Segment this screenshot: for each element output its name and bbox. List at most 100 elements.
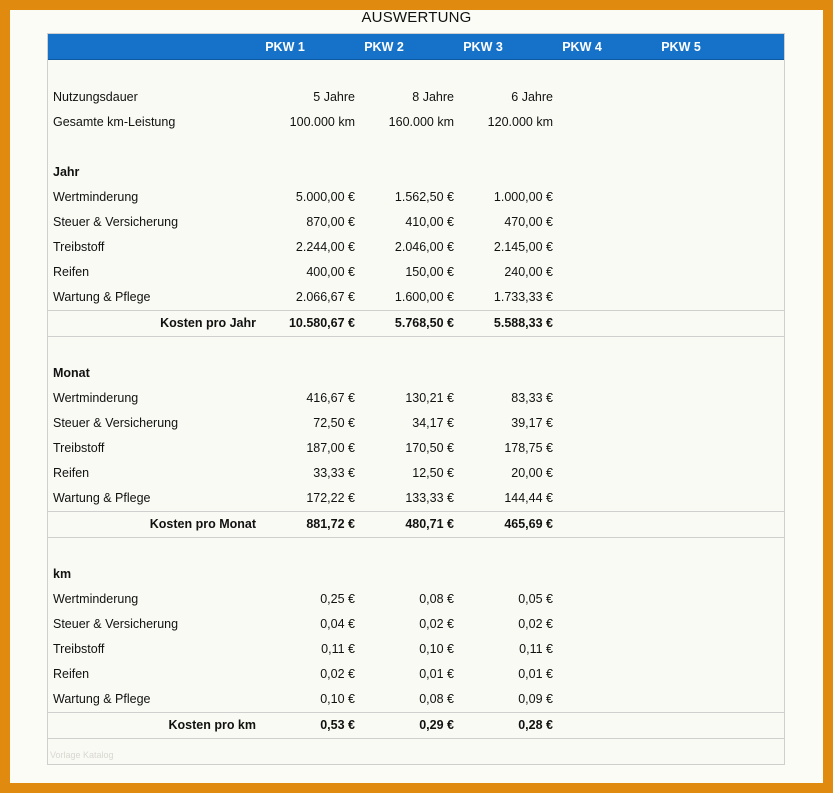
cell-pkw-2: 0,08 € — [419, 692, 454, 706]
row-label: Wartung & Pflege — [53, 491, 151, 505]
cell-pkw-2: 0,08 € — [419, 592, 454, 606]
total-pkw-3: 0,28 € — [518, 718, 553, 732]
cell-pkw-1: 72,50 € — [313, 416, 355, 430]
row-label: Gesamte km-Leistung — [53, 115, 176, 129]
total-pkw-1: 881,72 € — [306, 517, 355, 531]
total-pkw-2: 5.768,50 € — [394, 316, 454, 330]
total-pkw-2: 480,71 € — [405, 517, 454, 531]
cell-pkw-3: 120.000 km — [487, 115, 553, 129]
cell-pkw-3: 240,00 € — [504, 265, 553, 279]
row-label: Treibstoff — [53, 240, 105, 254]
row-label: Nutzungsdauer — [53, 90, 138, 104]
column-header-pkw-4: PKW 4 — [562, 40, 602, 54]
cell-pkw-2: 34,17 € — [412, 416, 454, 430]
cell-pkw-3: 0,01 € — [518, 667, 553, 681]
section-heading: Monat — [53, 366, 90, 380]
cell-pkw-2: 2.046,00 € — [394, 240, 454, 254]
cell-pkw-3: 1.000,00 € — [493, 190, 553, 204]
cell-pkw-1: 416,67 € — [306, 391, 355, 405]
column-header-pkw-2: PKW 2 — [364, 40, 404, 54]
cell-pkw-3: 0,11 € — [519, 642, 553, 656]
cell-pkw-1: 870,00 € — [306, 215, 355, 229]
cell-pkw-2: 160.000 km — [388, 115, 454, 129]
table-header: PKW 1 PKW 2 PKW 3 PKW 4 PKW 5 — [48, 34, 784, 60]
row-label: Steuer & Versicherung — [53, 215, 179, 229]
table-row: Steuer & Versicherung 72,50 € 34,17 € 39… — [48, 411, 784, 436]
row-label: Wertminderung — [53, 592, 139, 606]
table-row: Reifen 33,33 € 12,50 € 20,00 € — [48, 461, 784, 486]
total-label: Kosten pro Monat — [149, 517, 256, 531]
cell-pkw-1: 400,00 € — [306, 265, 355, 279]
column-header-pkw-1: PKW 1 — [265, 40, 305, 54]
table-row: Gesamte km-Leistung 100.000 km 160.000 k… — [48, 110, 784, 135]
cell-pkw-1: 5.000,00 € — [295, 190, 355, 204]
table-row: Steuer & Versicherung 870,00 € 410,00 € … — [48, 210, 784, 235]
cell-pkw-3: 6 Jahre — [511, 90, 553, 104]
table-row: Reifen 400,00 € 150,00 € 240,00 € — [48, 260, 784, 285]
table-row: Wertminderung 0,25 € 0,08 € 0,05 € — [48, 587, 784, 612]
row-label: Steuer & Versicherung — [53, 617, 179, 631]
cell-pkw-2: 0,01 € — [419, 667, 454, 681]
section-heading-km: km — [48, 562, 784, 587]
cell-pkw-3: 470,00 € — [504, 215, 553, 229]
row-label: Wartung & Pflege — [53, 692, 151, 706]
cell-pkw-3: 1.733,33 € — [493, 290, 553, 304]
cell-pkw-1: 5 Jahre — [313, 90, 355, 104]
row-label: Reifen — [53, 265, 90, 279]
cell-pkw-1: 0,25 € — [320, 592, 355, 606]
table-row: Nutzungsdauer 5 Jahre 8 Jahre 6 Jahre — [48, 85, 784, 110]
cell-pkw-3: 2.145,00 € — [493, 240, 553, 254]
row-label: Wartung & Pflege — [53, 290, 151, 304]
page-frame: AUSWERTUNG PKW 1 PKW 2 PKW 3 PKW 4 PKW 5… — [10, 9, 823, 783]
row-label: Reifen — [53, 466, 90, 480]
table-row: Reifen 0,02 € 0,01 € 0,01 € — [48, 662, 784, 687]
cell-pkw-1: 187,00 € — [306, 441, 355, 455]
cell-pkw-3: 39,17 € — [511, 416, 553, 430]
cell-pkw-1: 0,04 € — [320, 617, 355, 631]
cell-pkw-2: 0,10 € — [419, 642, 454, 656]
section-heading-monat: Monat — [48, 361, 784, 386]
total-row-monat: Kosten pro Monat 881,72 € 480,71 € 465,6… — [48, 511, 784, 538]
total-label: Kosten pro Jahr — [160, 316, 256, 330]
table-row: Treibstoff 187,00 € 170,50 € 178,75 € — [48, 436, 784, 461]
table-row: Wartung & Pflege 2.066,67 € 1.600,00 € 1… — [48, 285, 784, 310]
column-header-pkw-5: PKW 5 — [661, 40, 701, 54]
row-label: Wertminderung — [53, 190, 139, 204]
table-row: Wertminderung 5.000,00 € 1.562,50 € 1.00… — [48, 185, 784, 210]
cell-pkw-1: 172,22 € — [306, 491, 355, 505]
table-row: Wartung & Pflege 172,22 € 133,33 € 144,4… — [48, 486, 784, 511]
cell-pkw-2: 130,21 € — [405, 391, 454, 405]
evaluation-table: PKW 1 PKW 2 PKW 3 PKW 4 PKW 5 Nutzungsda… — [47, 33, 785, 765]
cell-pkw-3: 0,05 € — [518, 592, 553, 606]
cell-pkw-2: 170,50 € — [405, 441, 454, 455]
total-pkw-3: 5.588,33 € — [493, 316, 553, 330]
cell-pkw-3: 83,33 € — [511, 391, 553, 405]
total-pkw-1: 10.580,67 € — [288, 316, 355, 330]
cell-pkw-2: 0,02 € — [419, 617, 454, 631]
cell-pkw-3: 178,75 € — [504, 441, 553, 455]
row-label: Reifen — [53, 667, 90, 681]
cell-pkw-3: 0,09 € — [518, 692, 553, 706]
total-row-jahr: Kosten pro Jahr 10.580,67 € 5.768,50 € 5… — [48, 310, 784, 337]
cell-pkw-3: 0,02 € — [518, 617, 553, 631]
table-row: Wertminderung 416,67 € 130,21 € 83,33 € — [48, 386, 784, 411]
cell-pkw-1: 2.244,00 € — [295, 240, 355, 254]
cell-pkw-2: 150,00 € — [405, 265, 454, 279]
cell-pkw-1: 0,02 € — [320, 667, 355, 681]
section-heading-jahr: Jahr — [48, 160, 784, 185]
column-header-pkw-3: PKW 3 — [463, 40, 503, 54]
cell-pkw-1: 100.000 km — [289, 115, 355, 129]
page-title: AUSWERTUNG — [361, 9, 472, 26]
row-label: Steuer & Versicherung — [53, 416, 179, 430]
cell-pkw-1: 0,10 € — [320, 692, 355, 706]
table-row: Steuer & Versicherung 0,04 € 0,02 € 0,02… — [48, 612, 784, 637]
table-row: Wartung & Pflege 0,10 € 0,08 € 0,09 € — [48, 687, 784, 712]
row-label: Treibstoff — [53, 642, 105, 656]
watermark: Vorlage Katalog — [50, 750, 114, 760]
section-heading: km — [53, 567, 72, 581]
total-pkw-2: 0,29 € — [419, 718, 454, 732]
total-label: Kosten pro km — [168, 718, 256, 732]
row-label: Wertminderung — [53, 391, 139, 405]
cell-pkw-2: 8 Jahre — [412, 90, 454, 104]
total-pkw-3: 465,69 € — [504, 517, 553, 531]
